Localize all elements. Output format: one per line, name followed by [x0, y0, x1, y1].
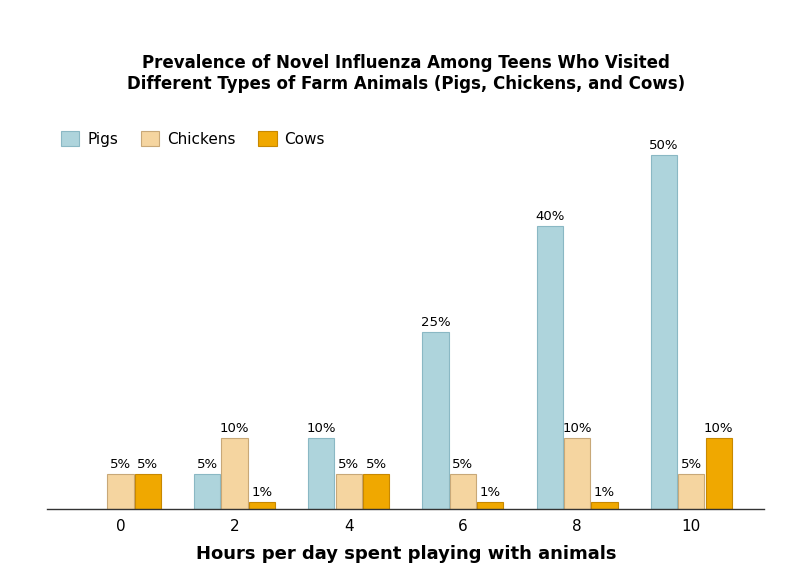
Text: 10%: 10%: [563, 422, 592, 435]
Text: 10%: 10%: [220, 422, 249, 435]
Bar: [107, 473, 133, 509]
Bar: [249, 502, 275, 509]
Text: 5%: 5%: [110, 457, 131, 471]
Bar: [194, 473, 221, 509]
Text: 10%: 10%: [307, 422, 336, 435]
Bar: [705, 438, 732, 509]
Text: 5%: 5%: [338, 457, 359, 471]
Bar: [537, 226, 563, 509]
Text: 40%: 40%: [535, 210, 564, 223]
Text: 5%: 5%: [452, 457, 474, 471]
X-axis label: Hours per day spent playing with animals: Hours per day spent playing with animals: [195, 545, 616, 563]
Bar: [221, 438, 247, 509]
Bar: [564, 438, 590, 509]
Text: 5%: 5%: [137, 457, 158, 471]
Text: 25%: 25%: [421, 316, 450, 329]
Text: 5%: 5%: [366, 457, 387, 471]
Bar: [450, 473, 476, 509]
Bar: [591, 502, 618, 509]
Text: 5%: 5%: [197, 457, 217, 471]
Title: Prevalence of Novel Influenza Among Teens Who Visited
Different Types of Farm An: Prevalence of Novel Influenza Among Teen…: [127, 54, 685, 92]
Bar: [651, 155, 677, 509]
Text: 1%: 1%: [594, 486, 615, 499]
Text: 1%: 1%: [251, 486, 273, 499]
Text: 5%: 5%: [681, 457, 702, 471]
Bar: [363, 473, 389, 509]
Bar: [336, 473, 362, 509]
Bar: [478, 502, 504, 509]
Text: 1%: 1%: [480, 486, 501, 499]
Text: 10%: 10%: [704, 422, 734, 435]
Bar: [135, 473, 161, 509]
Legend: Pigs, Chickens, Cows: Pigs, Chickens, Cows: [55, 125, 331, 153]
Bar: [678, 473, 704, 509]
Bar: [308, 438, 334, 509]
Text: 50%: 50%: [649, 139, 678, 152]
Bar: [422, 332, 448, 509]
